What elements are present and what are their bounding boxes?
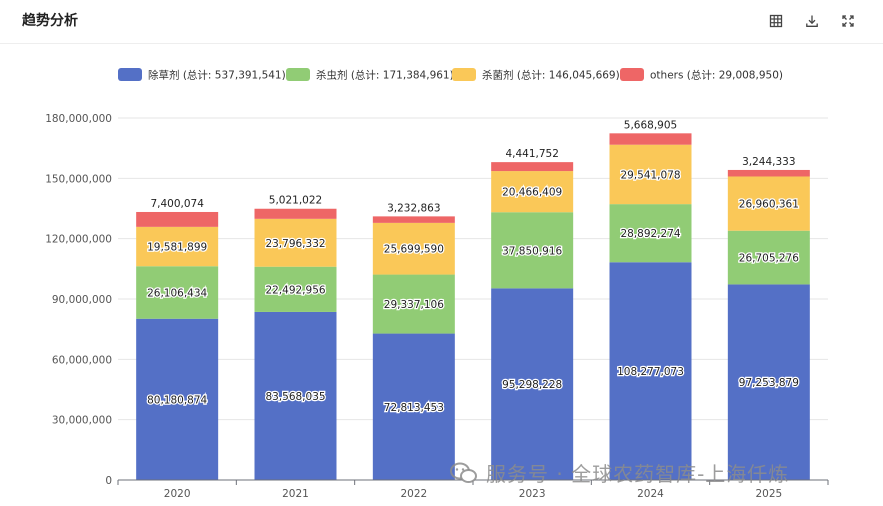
data-label: 29,337,106 (384, 299, 444, 311)
data-labels: 80,180,874 26,106,434 19,581,899 7,400,074 8… (146, 118, 801, 415)
bar-杀虫剂-2021[interactable] (254, 266, 337, 312)
bar-others-2024[interactable] (609, 133, 692, 145)
bar-杀菌剂-2021[interactable] (254, 218, 337, 267)
legend-swatch (118, 68, 142, 81)
bar-除草剂-2025[interactable] (727, 284, 810, 480)
x-tick-label: 2021 (282, 488, 309, 500)
data-label: 83,568,035 (265, 391, 325, 403)
bar-others-2023[interactable] (491, 162, 574, 172)
x-tick-label: 2024 (637, 488, 664, 500)
data-label: 37,850,916 (502, 245, 562, 257)
legend-item-2[interactable]: 杀菌剂 (总计: 146,045,669) (452, 68, 620, 82)
chart-bars (136, 133, 810, 480)
data-label: 4,441,752 (505, 148, 558, 160)
bar-除草剂-2024[interactable] (609, 262, 692, 480)
watermark: 服务号 · 全球农药智库-上海仟炼 (450, 458, 789, 487)
bar-除草剂-2020[interactable] (136, 318, 219, 480)
bar-others-2020[interactable] (136, 211, 219, 227)
x-tick-label: 2020 (164, 488, 191, 500)
legend-label: 杀虫剂 (总计: 171,384,961) (316, 69, 454, 82)
y-tick-label: 0 (105, 475, 112, 487)
y-tick-label: 150,000,000 (45, 173, 112, 185)
chart-header: 趋势分析 (0, 0, 883, 44)
x-tick-label: 2023 (519, 488, 546, 500)
data-label: 20,466,409 (502, 187, 562, 199)
data-label: 28,892,274 (620, 228, 680, 240)
data-label: 3,244,333 (742, 156, 795, 168)
bar-杀菌剂-2020[interactable] (136, 226, 219, 267)
data-label: 26,960,361 (739, 199, 799, 211)
bar-杀虫剂-2024[interactable] (609, 204, 692, 263)
download-icon (806, 15, 818, 27)
bar-杀虫剂-2020[interactable] (136, 266, 219, 319)
data-label: 7,400,074 (150, 198, 204, 210)
chart-legend: 除草剂 (总计: 537,391,541) 杀虫剂 (总计: 171,384,96… (118, 68, 783, 82)
data-label: 72,813,453 (384, 402, 444, 414)
legend-swatch (452, 68, 476, 81)
chart-toolbar (765, 10, 859, 32)
data-label: 5,021,022 (269, 195, 322, 207)
fullscreen-icon (842, 15, 854, 27)
legend-swatch (286, 68, 310, 81)
bar-杀菌剂-2023[interactable] (491, 171, 574, 213)
legend-label: 杀菌剂 (总计: 146,045,669) (482, 69, 620, 82)
legend-label: 除草剂 (总计: 537,391,541) (148, 69, 286, 82)
y-axis: 0 30,000,000 60,000,000 90,000,000 120,000,0… (45, 113, 112, 487)
chart-grid (118, 117, 828, 421)
table-icon (769, 14, 783, 28)
download-button[interactable] (801, 10, 823, 32)
bar-others-2021[interactable] (254, 208, 337, 219)
legend-swatch (620, 68, 644, 81)
bar-others-2022[interactable] (372, 216, 455, 223)
fullscreen-button[interactable] (837, 10, 859, 32)
bar-others-2025[interactable] (727, 169, 810, 177)
bar-除草剂-2022[interactable] (372, 333, 455, 480)
data-label: 29,541,078 (620, 169, 680, 181)
bar-除草剂-2021[interactable] (254, 311, 337, 480)
wechat-icon (450, 462, 477, 483)
x-axis: 2020 2021 2022 2023 2024 2025 (117, 479, 829, 500)
data-label: 95,298,228 (502, 379, 562, 391)
data-label: 97,253,879 (739, 377, 799, 389)
y-tick-label: 120,000,000 (45, 234, 112, 246)
table-view-button[interactable] (765, 10, 787, 32)
x-tick-label: 2022 (400, 488, 427, 500)
data-label: 26,106,434 (147, 287, 207, 299)
bar-杀菌剂-2024[interactable] (609, 144, 692, 205)
data-label: 25,699,590 (384, 244, 444, 256)
data-label: 19,581,899 (147, 242, 207, 254)
data-label: 23,796,332 (265, 238, 325, 250)
legend-item-3[interactable]: others (总计: 29,008,950) (620, 68, 783, 82)
bar-杀菌剂-2022[interactable] (372, 222, 455, 275)
data-label: 80,180,874 (147, 394, 207, 406)
bar-杀菌剂-2025[interactable] (727, 176, 810, 231)
watermark-text: 服务号 · 全球农药智库-上海仟炼 (486, 462, 790, 486)
data-label: 26,705,276 (739, 253, 799, 265)
bar-杀虫剂-2023[interactable] (491, 212, 574, 289)
bar-杀虫剂-2022[interactable] (372, 274, 455, 334)
stacked-bar-chart: 除草剂 (总计: 537,391,541) 杀虫剂 (总计: 171,384,96… (45, 68, 829, 500)
y-tick-label: 30,000,000 (52, 415, 112, 427)
page-title: 趋势分析 (22, 13, 78, 29)
bar-杀虫剂-2025[interactable] (727, 230, 810, 285)
x-tick-label: 2025 (755, 488, 782, 500)
data-label: 108,277,073 (617, 366, 684, 378)
legend-item-0[interactable]: 除草剂 (总计: 537,391,541) (118, 68, 286, 82)
data-label: 22,492,956 (265, 284, 325, 296)
y-tick-label: 180,000,000 (45, 113, 112, 125)
legend-label: others (总计: 29,008,950) (650, 69, 783, 82)
data-label: 5,668,905 (624, 119, 677, 131)
data-label: 3,232,863 (387, 202, 440, 214)
y-tick-label: 90,000,000 (52, 294, 112, 306)
bar-除草剂-2023[interactable] (491, 288, 574, 480)
y-tick-label: 60,000,000 (52, 354, 112, 366)
legend-item-1[interactable]: 杀虫剂 (总计: 171,384,961) (286, 68, 454, 82)
